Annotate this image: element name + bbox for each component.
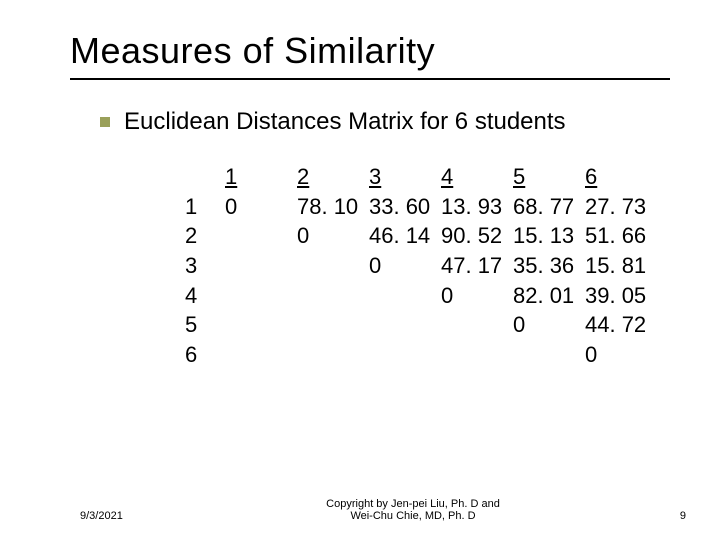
matrix-cell: 15. 13	[513, 221, 585, 251]
row-header: 2	[185, 221, 225, 251]
matrix-cell	[297, 340, 369, 370]
slide-footer: 9/3/2021 Copyright by Jen-pei Liu, Ph. D…	[0, 498, 720, 522]
footer-copyright: Copyright by Jen-pei Liu, Ph. D and Wei-…	[200, 498, 626, 522]
col-header: 6	[585, 162, 657, 192]
matrix-cell	[441, 340, 513, 370]
matrix-cell: 0	[441, 281, 513, 311]
matrix-row: 1 0 78. 10 33. 60 13. 93 68. 77 27. 73	[185, 192, 680, 222]
matrix-cell: 15. 81	[585, 251, 657, 281]
matrix-cell	[441, 310, 513, 340]
matrix-cell	[225, 281, 297, 311]
matrix-cell: 44. 72	[585, 310, 657, 340]
matrix-cell: 0	[297, 221, 369, 251]
matrix-cell: 68. 77	[513, 192, 585, 222]
slide: Measures of Similarity Euclidean Distanc…	[0, 0, 720, 540]
matrix-cell: 47. 17	[441, 251, 513, 281]
matrix-header-row: 1 2 3 4 5 6	[185, 162, 680, 192]
footer-date: 9/3/2021	[80, 510, 200, 522]
matrix-row: 3 0 47. 17 35. 36 15. 81	[185, 251, 680, 281]
bullet-item: Euclidean Distances Matrix for 6 student…	[100, 108, 680, 136]
col-header: 2	[297, 162, 369, 192]
col-header: 3	[369, 162, 441, 192]
matrix-cell: 27. 73	[585, 192, 657, 222]
matrix-cell	[225, 251, 297, 281]
copyright-line-2: Wei-Chu Chie, MD, Ph. D	[350, 510, 475, 522]
matrix-row: 2 0 46. 14 90. 52 15. 13 51. 66	[185, 221, 680, 251]
bullet-text: Euclidean Distances Matrix for 6 student…	[124, 108, 566, 136]
row-header: 3	[185, 251, 225, 281]
matrix-cell: 78. 10	[297, 192, 369, 222]
title-rule	[70, 78, 670, 80]
matrix-cell: 82. 01	[513, 281, 585, 311]
matrix-corner	[185, 162, 225, 192]
row-header: 1	[185, 192, 225, 222]
square-bullet-icon	[100, 117, 110, 127]
row-header: 5	[185, 310, 225, 340]
col-header: 1	[225, 162, 297, 192]
matrix-cell	[297, 251, 369, 281]
matrix-cell	[369, 281, 441, 311]
matrix-cell: 0	[513, 310, 585, 340]
matrix-row: 6 0	[185, 340, 680, 370]
slide-title: Measures of Similarity	[70, 30, 680, 72]
matrix-cell	[297, 281, 369, 311]
matrix-cell	[369, 340, 441, 370]
matrix-cell: 13. 93	[441, 192, 513, 222]
distance-matrix: 1 2 3 4 5 6 1 0 78. 10 33. 60 13. 93 68.…	[185, 162, 680, 370]
matrix-cell	[225, 340, 297, 370]
footer-page-number: 9	[626, 510, 686, 522]
matrix-cell: 33. 60	[369, 192, 441, 222]
matrix-cell	[225, 221, 297, 251]
matrix-cell: 0	[585, 340, 657, 370]
matrix-cell: 35. 36	[513, 251, 585, 281]
copyright-line-1: Copyright by Jen-pei Liu, Ph. D and	[326, 498, 500, 510]
matrix-cell: 90. 52	[441, 221, 513, 251]
matrix-cell	[297, 310, 369, 340]
row-header: 6	[185, 340, 225, 370]
matrix-cell: 51. 66	[585, 221, 657, 251]
matrix-row: 5 0 44. 72	[185, 310, 680, 340]
matrix-row: 4 0 82. 01 39. 05	[185, 281, 680, 311]
matrix-cell: 0	[225, 192, 297, 222]
col-header: 4	[441, 162, 513, 192]
matrix-cell	[513, 340, 585, 370]
row-header: 4	[185, 281, 225, 311]
matrix-cell: 39. 05	[585, 281, 657, 311]
matrix-cell	[369, 310, 441, 340]
matrix-cell: 0	[369, 251, 441, 281]
col-header: 5	[513, 162, 585, 192]
matrix-cell: 46. 14	[369, 221, 441, 251]
matrix-cell	[225, 310, 297, 340]
